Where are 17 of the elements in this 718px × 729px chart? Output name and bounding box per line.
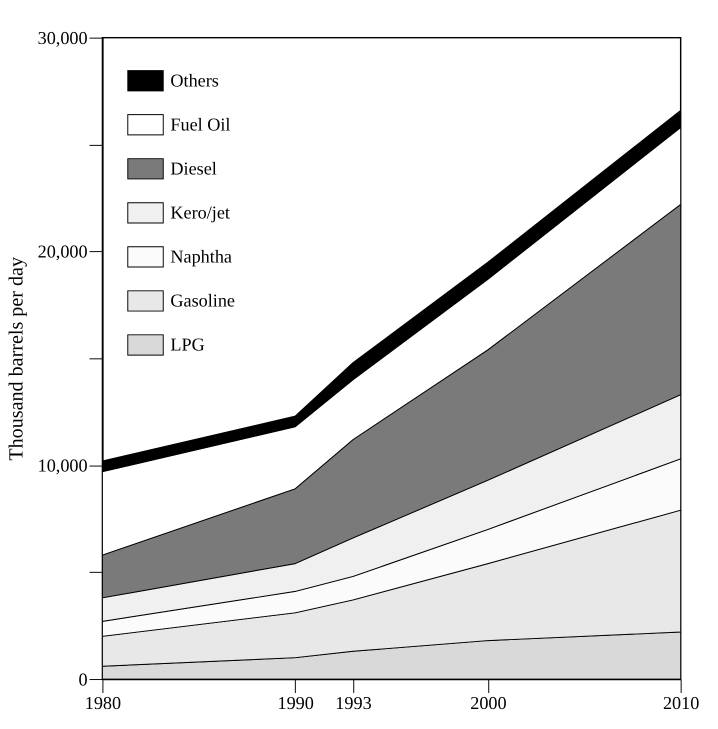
legend-label: Diesel: [170, 158, 217, 179]
y-tick-label: 20,000: [38, 242, 88, 262]
legend-label: Naphtha: [170, 246, 232, 267]
y-axis-title: Thousand barrels per day: [5, 257, 28, 461]
y-tick-label: 30,000: [38, 28, 88, 48]
x-tick-label: 2010: [662, 693, 700, 714]
legend-label: Others: [170, 70, 219, 90]
x-tick-label: 1993: [335, 693, 372, 714]
x-tick-label: 1980: [84, 693, 122, 714]
x-tick-label: 2000: [470, 693, 507, 714]
legend-label: LPG: [170, 334, 205, 355]
y-tick-label: 0: [78, 669, 88, 690]
legend-label: Kero/jet: [170, 202, 230, 223]
legend-label: Fuel Oil: [170, 114, 230, 135]
legend-label: Gasoline: [170, 290, 236, 311]
y-tick-label: 10,000: [38, 455, 88, 476]
x-tick-label: 1990: [277, 693, 314, 714]
